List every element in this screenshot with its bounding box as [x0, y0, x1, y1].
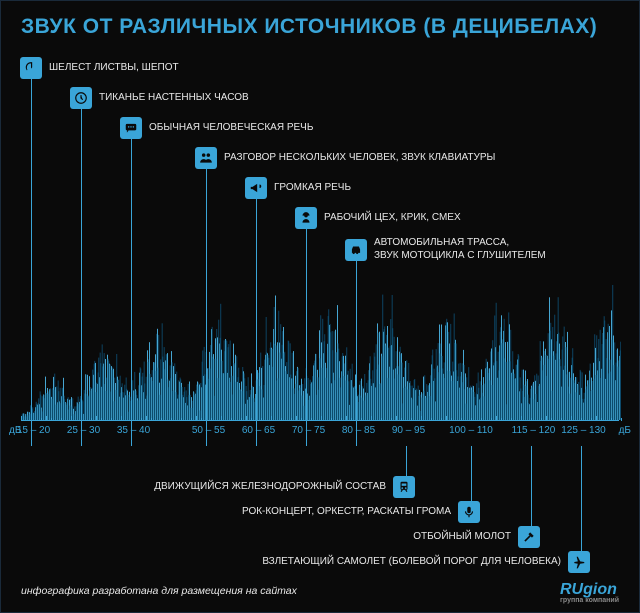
leaf-icon	[20, 57, 42, 79]
source-item: ТИКАНЬЕ НАСТЕННЫХ ЧАСОВ	[70, 87, 249, 109]
source-label: ДВИЖУЩИЙСЯ ЖЕЛЕЗНОДОРОЖНЫЙ СОСТАВ	[154, 481, 386, 494]
tick-label: 90 – 95	[392, 425, 425, 436]
waveform	[21, 270, 621, 420]
page-title: ЗВУК ОТ РАЗЛИЧНЫХ ИСТОЧНИКОВ (В ДЕЦИБЕЛА…	[1, 1, 639, 47]
source-item: РАЗГОВОР НЕСКОЛЬКИХ ЧЕЛОВЕК, ЗВУК КЛАВИА…	[195, 147, 495, 169]
footer-text: инфографика разработана для размещения н…	[21, 585, 297, 597]
tick-label: 25 – 30	[67, 425, 100, 436]
tick	[146, 416, 147, 421]
mic-icon	[458, 501, 480, 523]
tick	[246, 416, 247, 421]
leader-line	[31, 79, 32, 446]
tick-label: 35 – 40	[117, 425, 150, 436]
leader-line	[131, 139, 132, 446]
chart-area: дБ дБ 15 – 2025 – 3035 – 4050 – 5560 – 6…	[21, 51, 619, 562]
worker-icon	[295, 207, 317, 229]
source-item: ДВИЖУЩИЙСЯ ЖЕЛЕЗНОДОРОЖНЫЙ СОСТАВ	[154, 476, 415, 498]
tick-label: 115 – 120	[512, 425, 556, 436]
leader-line	[206, 169, 207, 446]
tick	[346, 416, 347, 421]
source-label: ГРОМКАЯ РЕЧЬ	[274, 182, 351, 195]
leader-line	[256, 199, 257, 446]
tick	[496, 416, 497, 421]
infographic-container: ЗВУК ОТ РАЗЛИЧНЫХ ИСТОЧНИКОВ (В ДЕЦИБЕЛА…	[0, 0, 640, 613]
speech-icon	[120, 117, 142, 139]
car-icon	[345, 239, 367, 261]
source-item: ОТБОЙНЫЙ МОЛОТ	[413, 526, 540, 548]
leader-line	[406, 446, 407, 476]
logo-text: RUgion	[560, 581, 617, 598]
hammer-icon	[518, 526, 540, 548]
tick-label: 125 – 130	[561, 425, 606, 436]
tick	[96, 416, 97, 421]
tick-label: 80 – 85	[342, 425, 375, 436]
tick	[396, 416, 397, 421]
axis-unit-right: дБ	[619, 425, 631, 436]
tick	[46, 416, 47, 421]
source-label: АВТОМОБИЛЬНАЯ ТРАССА,ЗВУК МОТОЦИКЛА С ГЛ…	[374, 237, 546, 262]
source-label: ОБЫЧНАЯ ЧЕЛОВЕЧЕСКАЯ РЕЧЬ	[149, 122, 313, 135]
people-icon	[195, 147, 217, 169]
source-label: РОК-КОНЦЕРТ, ОРКЕСТР, РАСКАТЫ ГРОМА	[242, 506, 451, 519]
megaphone-icon	[245, 177, 267, 199]
tick	[596, 416, 597, 421]
leader-line	[356, 259, 357, 446]
footer: инфографика разработана для размещения н…	[21, 581, 619, 603]
tick	[196, 416, 197, 421]
logo: RUgion группа компаний	[560, 581, 619, 603]
leader-line	[306, 229, 307, 446]
tick-label: 70 – 75	[292, 425, 325, 436]
source-item: ГРОМКАЯ РЕЧЬ	[245, 177, 351, 199]
source-item: АВТОМОБИЛЬНАЯ ТРАССА,ЗВУК МОТОЦИКЛА С ГЛ…	[345, 237, 546, 262]
source-label: ОТБОЙНЫЙ МОЛОТ	[413, 531, 511, 544]
tick	[546, 416, 547, 421]
leader-line	[81, 109, 82, 446]
source-label: ВЗЛЕТАЮЩИЙ САМОЛЕТ (БОЛЕВОЙ ПОРОГ ДЛЯ ЧЕ…	[262, 556, 561, 569]
tick	[446, 416, 447, 421]
source-item: РАБОЧИЙ ЦЕХ, КРИК, СМЕХ	[295, 207, 461, 229]
logo-sub: группа компаний	[560, 599, 619, 603]
source-item: ОБЫЧНАЯ ЧЕЛОВЕЧЕСКАЯ РЕЧЬ	[120, 117, 313, 139]
source-label: РАЗГОВОР НЕСКОЛЬКИХ ЧЕЛОВЕК, ЗВУК КЛАВИА…	[224, 152, 495, 165]
tick-label: 60 – 65	[242, 425, 275, 436]
clock-icon	[70, 87, 92, 109]
source-label: ШЕЛЕСТ ЛИСТВЫ, ШЕПОТ	[49, 62, 179, 75]
source-label: ТИКАНЬЕ НАСТЕННЫХ ЧАСОВ	[99, 92, 249, 105]
tick-label: 50 – 55	[192, 425, 225, 436]
source-item: ВЗЛЕТАЮЩИЙ САМОЛЕТ (БОЛЕВОЙ ПОРОГ ДЛЯ ЧЕ…	[262, 551, 590, 573]
source-item: ШЕЛЕСТ ЛИСТВЫ, ШЕПОТ	[20, 57, 179, 79]
leader-line	[471, 446, 472, 501]
tick-label: 15 – 20	[17, 425, 50, 436]
tick-label: 100 – 110	[449, 425, 493, 436]
leader-line	[581, 446, 582, 551]
tick	[296, 416, 297, 421]
train-icon	[393, 476, 415, 498]
source-label: РАБОЧИЙ ЦЕХ, КРИК, СМЕХ	[324, 212, 461, 225]
db-axis: дБ дБ 15 – 2025 – 3035 – 4050 – 5560 – 6…	[21, 420, 619, 444]
leader-line	[531, 446, 532, 526]
plane-icon	[568, 551, 590, 573]
source-item: РОК-КОНЦЕРТ, ОРКЕСТР, РАСКАТЫ ГРОМА	[242, 501, 480, 523]
